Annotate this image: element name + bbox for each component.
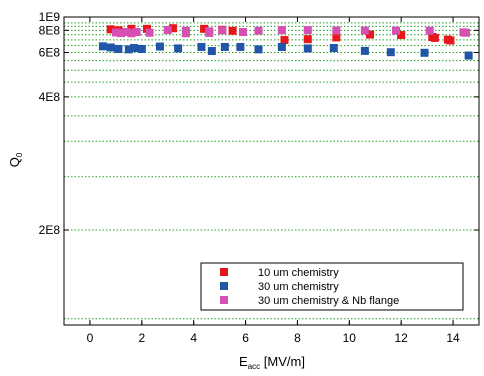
y-axis-title-main: Q <box>7 157 22 167</box>
data-points <box>98 24 473 60</box>
legend-marker <box>220 268 228 276</box>
plot-frame <box>63 16 480 326</box>
legend-box <box>200 262 464 311</box>
legend-marker <box>220 296 228 304</box>
x-tick-label: 0 <box>87 331 94 345</box>
data-point <box>464 51 473 60</box>
data-point <box>155 42 164 51</box>
y-tick-label: 8E8 <box>39 23 61 37</box>
data-point <box>168 24 177 33</box>
data-point <box>430 33 439 42</box>
data-point <box>277 42 286 51</box>
data-point <box>446 36 455 45</box>
data-point <box>366 30 375 39</box>
legend-label: 30 um chemistry & Nb flange <box>258 295 399 307</box>
x-axis-title: Eacc [MV/m] <box>239 354 305 371</box>
series-3 <box>111 25 471 38</box>
y-tick-label: 4E8 <box>39 90 61 104</box>
data-point <box>174 44 183 53</box>
y-tick-label: 6E8 <box>39 46 61 60</box>
data-point <box>145 28 154 37</box>
data-point <box>106 25 115 34</box>
data-point <box>205 28 214 37</box>
y-tick-label: 2E8 <box>39 223 61 237</box>
data-point <box>360 46 369 55</box>
data-point <box>236 42 245 51</box>
data-point <box>254 26 263 35</box>
x-tick-label: 6 <box>242 331 249 345</box>
x-tick-label: 2 <box>138 331 145 345</box>
y-tick-label: 1E9 <box>39 10 61 24</box>
legend-label: 30 um chemistry <box>258 281 339 293</box>
x-axis-title-sub: acc <box>248 362 260 371</box>
data-point <box>228 26 237 35</box>
data-point <box>332 26 341 35</box>
legend: 10 um chemistry 30 um chemistry 30 um chem… <box>200 262 464 311</box>
data-point <box>218 26 227 35</box>
data-point <box>200 24 209 33</box>
x-tick-label: 8 <box>294 331 301 345</box>
data-point <box>392 26 400 35</box>
data-point <box>181 29 190 38</box>
data-point <box>386 48 395 57</box>
data-point <box>127 24 136 33</box>
data-point <box>360 26 369 35</box>
legend-marker <box>220 282 228 290</box>
data-point <box>238 28 247 37</box>
data-point <box>303 44 312 53</box>
data-point <box>329 44 338 53</box>
data-point <box>163 25 172 34</box>
data-point <box>122 28 131 37</box>
data-point <box>137 44 146 53</box>
data-point <box>303 26 312 35</box>
y-axis-title: Q0 <box>7 152 24 167</box>
data-point <box>197 42 206 51</box>
data-point <box>127 29 136 38</box>
data-point <box>132 28 141 37</box>
data-point <box>425 26 434 35</box>
data-point <box>277 26 286 35</box>
data-point <box>130 44 139 53</box>
data-point <box>111 28 120 37</box>
x-tick-label: 4 <box>190 331 197 345</box>
data-point <box>332 33 341 42</box>
x-tick-label: 10 <box>343 331 357 345</box>
data-point <box>420 48 429 57</box>
gridlines <box>64 22 479 320</box>
data-point <box>117 29 126 38</box>
data-point <box>124 45 133 54</box>
data-point <box>98 42 107 51</box>
data-point <box>254 45 263 54</box>
data-point <box>114 44 123 53</box>
y-axis-title-sub: 0 <box>15 152 24 157</box>
x-axis-title-main: E <box>239 354 248 369</box>
legend-label: 10 um chemistry <box>258 267 339 279</box>
data-point <box>462 28 471 37</box>
data-point <box>280 36 289 45</box>
data-point <box>303 35 312 44</box>
data-point <box>220 42 229 51</box>
data-point <box>106 43 115 52</box>
axis-titles: Eacc [MV/m] Q0 <box>7 152 305 371</box>
x-axis-title-rest: [MV/m] <box>260 354 305 369</box>
x-tick-label: 14 <box>446 331 460 345</box>
data-point <box>207 47 216 56</box>
x-tick-label: 12 <box>395 331 409 345</box>
data-point <box>397 31 406 40</box>
series-2 <box>98 42 473 60</box>
